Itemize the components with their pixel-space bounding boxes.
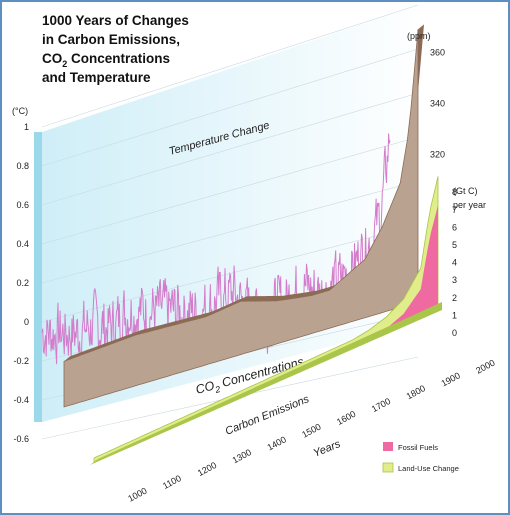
title-line-4: and Temperature: [42, 70, 151, 85]
title-line-1: 1000 Years of Changes: [42, 13, 189, 28]
year-tick-label: 1100: [161, 473, 183, 491]
emissions-tick-label: 1: [452, 310, 457, 320]
temperature-tick-labels: 1 0.8 0.6 0.4 0.2 0 -0.2 -0.4 -0.6: [13, 122, 29, 444]
co2-unit-label: (ppm): [407, 31, 431, 41]
temperature-gridline: [41, 136, 419, 245]
temperature-tick-label: 0.2: [16, 278, 29, 288]
emissions-band-base: [90, 302, 442, 465]
emissions-unit-label: (Gt C): [453, 186, 478, 196]
temperature-tick-label: -0.6: [13, 434, 29, 444]
temperature-gridline: [41, 4, 419, 128]
emissions-tick-label: 6: [452, 222, 457, 232]
co2-tick-label: 320: [430, 149, 445, 159]
temperature-panel-edge: [34, 132, 42, 422]
year-tick-label: 1900: [439, 370, 461, 388]
temperature-tick-label: -0.2: [13, 356, 29, 366]
temperature-tick-label: -0.4: [13, 395, 29, 405]
x-axis-title: Years: [312, 438, 343, 460]
year-tick-label: 1000: [126, 486, 148, 504]
temperature-tick-label: 0.8: [16, 161, 29, 171]
emissions-tick-label: 5: [452, 240, 457, 250]
chart-title: 1000 Years of Changes in Carbon Emission…: [42, 13, 189, 85]
emissions-tick-labels: 8 7 6 5 4 3 2 1 0: [452, 187, 457, 338]
temperature-tick-label: 0.4: [16, 239, 29, 249]
year-tick-label: 1400: [265, 434, 287, 452]
year-tick-label: 1600: [335, 409, 357, 427]
emissions-tick-label: 0: [452, 328, 457, 338]
legend: Fossil Fuels Land-Use Change: [382, 442, 459, 473]
co2-tick-label: 340: [430, 98, 445, 108]
emissions-band: [90, 176, 442, 465]
co2-tick-label: 360: [430, 47, 445, 57]
temperature-gridline: [41, 48, 419, 167]
legend-label-fossil-fuels: Fossil Fuels: [398, 443, 438, 452]
year-tick-label: 1700: [370, 396, 392, 414]
year-tick-label: 1200: [196, 460, 218, 478]
legend-swatch-land-use-change: [382, 462, 394, 473]
temperature-gridline: [41, 180, 419, 284]
emissions-unit-label-2: per year: [453, 200, 486, 210]
temperature-gridline: [41, 92, 419, 206]
temperature-unit-label: (°C): [12, 106, 28, 116]
title-line-2: in Carbon Emissions,: [42, 32, 180, 47]
year-tick-label: 1800: [405, 383, 427, 401]
legend-swatch-fossil-fuels: [383, 442, 393, 451]
temperature-tick-label: 0.6: [16, 200, 29, 210]
temperature-tick-label: 1: [24, 122, 29, 132]
year-tick-label: 1300: [231, 447, 253, 465]
title-line-3: CO2 Concentrations: [42, 51, 170, 69]
emissions-tick-label: 7: [452, 205, 457, 215]
emissions-tick-label: 3: [452, 275, 457, 285]
emissions-tick-label: 2: [452, 293, 457, 303]
legend-label-land-use-change: Land-Use Change: [398, 464, 459, 473]
emissions-tick-label: 4: [452, 258, 457, 268]
emissions-tick-label: 8: [452, 187, 457, 197]
year-tick-label: 2000: [474, 358, 496, 376]
year-tick-label: 1500: [300, 422, 322, 440]
temperature-tick-label: 0: [24, 317, 29, 327]
co2-tick-labels: 360 340 320: [430, 47, 445, 159]
